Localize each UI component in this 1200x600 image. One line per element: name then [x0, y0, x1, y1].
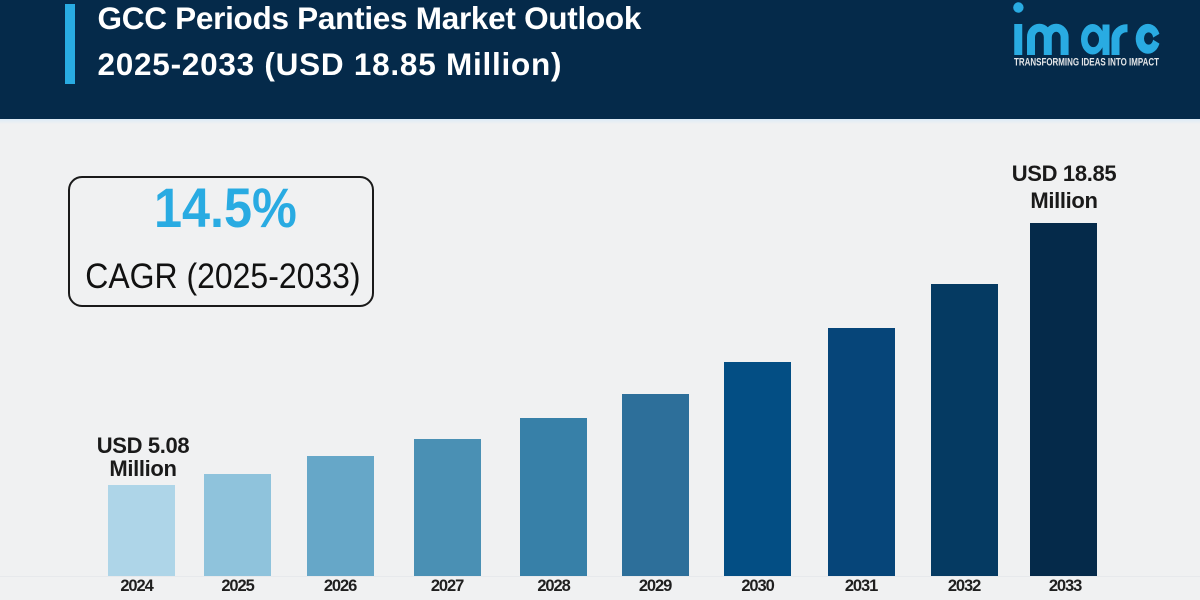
svg-text:TRANSFORMING IDEAS INTO IMPACT: TRANSFORMING IDEAS INTO IMPACT: [1014, 57, 1159, 69]
